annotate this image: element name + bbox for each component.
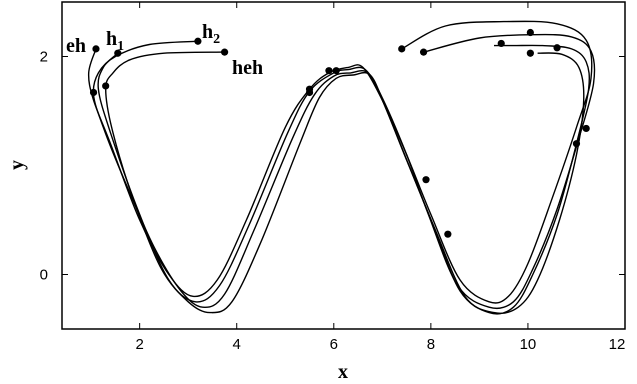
data-point-5	[102, 82, 110, 90]
y-tick-label-0: 0	[40, 267, 48, 284]
data-point-13	[419, 48, 428, 56]
data-point-3	[220, 48, 229, 56]
series-line-heh	[104, 51, 585, 315]
x-axis-title: x	[338, 361, 348, 383]
tick-labels: 2 4 6 8 10 12 0 2	[40, 49, 626, 354]
series-label-h1: h1	[106, 28, 124, 54]
data-point-1	[114, 49, 122, 57]
data-point-17	[553, 44, 561, 52]
data-point-18	[582, 124, 590, 133]
data-point-0	[92, 45, 100, 53]
y-tick-label-1: 2	[40, 49, 48, 66]
data-point-12	[398, 45, 406, 53]
data-point-11	[444, 230, 452, 238]
data-point-19	[572, 140, 581, 148]
data-point-9	[332, 67, 340, 75]
series-labels: eh h1 h2 heh	[66, 21, 263, 79]
x-tick-label-0: 2	[135, 336, 143, 353]
x-tick-label-1: 4	[233, 336, 241, 353]
data-point-15	[526, 28, 534, 37]
series-label-eh: eh	[66, 35, 86, 57]
data-point-8	[325, 67, 333, 75]
data-markers	[89, 28, 590, 238]
plot-frame	[61, 1, 626, 330]
series-line-eh	[87, 20, 593, 304]
data-point-10	[422, 176, 430, 184]
series-line-h2	[92, 40, 590, 315]
x-tick-label-4: 10	[520, 336, 537, 353]
data-point-7	[305, 88, 314, 97]
x-tick-label-5: 12	[609, 336, 626, 353]
series-label-h2: h2	[202, 21, 220, 47]
data-point-14	[497, 39, 505, 48]
x-tick-label-3: 8	[427, 336, 435, 353]
series-lines	[87, 20, 596, 315]
tick-marks	[62, 2, 625, 329]
y-axis-title: y	[6, 160, 28, 170]
series-label-heh: heh	[232, 57, 263, 79]
data-point-4	[89, 88, 98, 97]
x-tick-label-2: 6	[330, 336, 338, 353]
data-point-16	[526, 49, 534, 57]
data-point-2	[194, 37, 202, 45]
